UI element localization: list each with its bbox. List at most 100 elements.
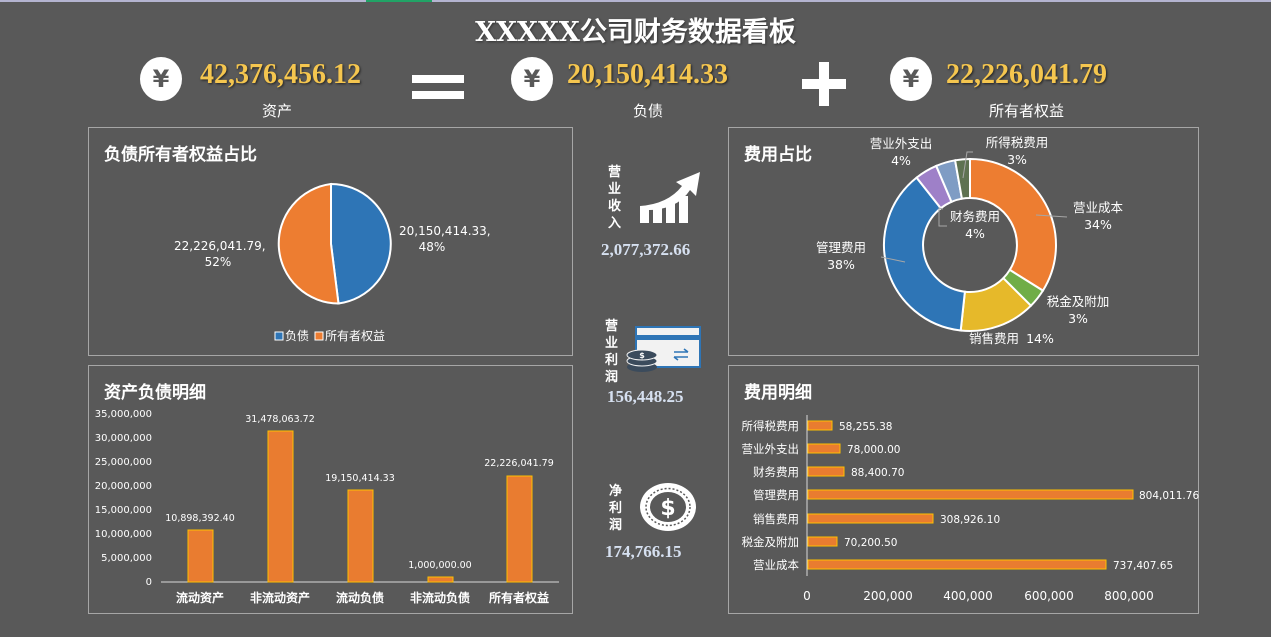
kpi-liabilities-label: 负债: [633, 102, 664, 120]
equals-icon: [412, 75, 464, 107]
bar-noncurrent-liabilities[interactable]: [427, 576, 454, 583]
metric-revenue-value: 2,077,372.66: [601, 240, 691, 259]
yen-icon: ¥: [140, 57, 182, 101]
bar-current-liabilities[interactable]: [347, 489, 374, 583]
hbar-admin-expense[interactable]: [807, 489, 1134, 500]
hbar-value-label: 88,400.70: [851, 467, 904, 479]
bar-noncurrent-assets[interactable]: [267, 430, 294, 583]
doughnut-slice-operating-cost[interactable]: [969, 157, 1057, 292]
hbar-value-label: 737,407.65: [1113, 560, 1173, 572]
leader-lines: [880, 151, 1068, 263]
doughnut-pct-operating-cost: 34%: [1084, 217, 1112, 232]
legend-swatch-equity: [314, 331, 324, 341]
panel-expense-ratio: 营业成本 34% 税金及附加 3% 销售费用 14% 管理费用 38% 财务费用…: [728, 127, 1199, 356]
pie-slice-liabilities[interactable]: [330, 182, 392, 305]
x-tick: 200,000: [863, 589, 913, 603]
x-tick: 400,000: [943, 589, 993, 603]
doughnut-chart: 营业成本 34% 税金及附加 3% 销售费用 14% 管理费用 38% 财务费用…: [816, 135, 1124, 346]
pie-slice-equity[interactable]: [277, 182, 340, 305]
x-tick: 600,000: [1024, 589, 1074, 603]
panel-expense-detail: 所得税费用 营业外支出 财务费用 管理费用 销售费用 税金及附加 营业成本 58…: [728, 365, 1199, 614]
y-tick: 0: [146, 577, 152, 588]
doughnut-pct-non-operating: 4%: [891, 153, 911, 168]
pie-label-liabilities: 20,150,414.33,: [399, 224, 491, 238]
pie-pct-liabilities: 48%: [419, 240, 446, 254]
x-tick: 流动资产: [176, 590, 224, 605]
hbar-value-label: 308,926.10: [940, 514, 1000, 526]
kpi-assets-value: 42,376,456.12: [200, 59, 361, 90]
page-title: XXXXX公司财务数据看板: [475, 17, 796, 48]
y-tick: 15,000,000: [95, 505, 152, 516]
doughnut-slice-admin-expense[interactable]: [883, 176, 967, 332]
doughnut-label-non-operating: 营业外支出: [870, 136, 933, 151]
kpi-liabilities: ¥ 20,150,414.33 负债: [511, 55, 751, 121]
doughnut-label-selling-expense: 销售费用: [969, 331, 1019, 346]
bar-value-label: 31,478,063.72: [245, 414, 315, 425]
metric-net-profit-label: 净利润: [609, 484, 623, 533]
bar-chart: 35,000,000 30,000,000 25,000,000 20,000,…: [95, 409, 559, 605]
panel-title: 费用明细: [744, 383, 812, 403]
window-top-border: [0, 0, 1271, 2]
y-tick: 销售费用: [753, 512, 799, 526]
y-tick: 35,000,000: [95, 409, 152, 420]
metric-revenue-label: 营业收入: [608, 165, 622, 231]
growth-arrow-icon: [640, 172, 700, 223]
panel-balance-detail: 35,000,000 30,000,000 25,000,000 20,000,…: [88, 365, 573, 614]
metric-operating-profit-label: 营业利润: [605, 319, 619, 385]
kpi-equity-label: 所有者权益: [989, 102, 1065, 120]
doughnut-pct-taxes-surcharges: 3%: [1068, 311, 1088, 326]
bar-value-label: 19,150,414.33: [325, 473, 395, 484]
horizontal-bar-chart: 所得税费用 营业外支出 财务费用 管理费用 销售费用 税金及附加 营业成本 58…: [742, 415, 1199, 603]
metric-operating-profit: 营业利润 $ 156,448.25: [590, 310, 720, 410]
x-tick: 所有者权益: [489, 590, 549, 605]
active-tab-indicator: [366, 0, 432, 2]
bar-current-assets[interactable]: [187, 529, 214, 583]
hbar-finance-expense[interactable]: [807, 466, 845, 477]
bar-owner-equity[interactable]: [506, 475, 533, 583]
y-tick: 财务费用: [753, 465, 799, 479]
dollar-coin-icon: $: [640, 483, 696, 531]
doughnut-pct-admin-expense: 38%: [827, 257, 855, 272]
yen-icon: ¥: [511, 57, 553, 101]
doughnut-pct-income-tax: 3%: [1007, 152, 1027, 167]
kpi-liabilities-value: 20,150,414.33: [567, 59, 728, 90]
y-tick: 营业成本: [753, 558, 799, 572]
panel-title: 费用占比: [744, 145, 812, 165]
kpi-assets-label: 资产: [262, 102, 293, 120]
y-tick: 10,000,000: [95, 529, 152, 540]
x-tick: 800,000: [1104, 589, 1154, 603]
legend-label-liabilities: 负债: [285, 329, 309, 343]
hbar-selling-expense[interactable]: [807, 513, 934, 524]
y-tick: 营业外支出: [742, 442, 800, 456]
kpi-equity: ¥ 22,226,041.79 所有者权益: [890, 55, 1130, 121]
doughnut-label-admin-expense: 管理费用: [816, 240, 866, 255]
doughnut-label-finance-expense: 财务费用: [950, 209, 1000, 224]
pie-chart: 20,150,414.33, 48% 22,226,041.79, 52% 负债…: [174, 182, 491, 343]
doughnut-slice-income-tax[interactable]: [953, 157, 971, 200]
hbar-value-label: 804,011.76: [1139, 490, 1199, 502]
panel-title: 负债所有者权益占比: [104, 145, 257, 165]
hbar-income-tax[interactable]: [807, 420, 833, 431]
hbar-value-label: 70,200.50: [844, 537, 897, 549]
y-tick: 20,000,000: [95, 481, 152, 492]
x-tick: 0: [803, 589, 811, 603]
pie-label-equity: 22,226,041.79,: [174, 239, 266, 253]
pie-pct-equity: 52%: [205, 255, 232, 269]
y-tick: 管理费用: [753, 488, 799, 502]
hbar-non-operating[interactable]: [807, 443, 841, 454]
y-tick: 25,000,000: [95, 457, 152, 468]
panel-liability-equity-ratio: 20,150,414.33, 48% 22,226,041.79, 52% 负债…: [88, 127, 573, 356]
plus-icon-vertical: [819, 62, 829, 106]
y-tick: 所得税费用: [742, 419, 800, 433]
x-tick: 流动负债: [336, 590, 384, 605]
doughnut-label-operating-cost: 营业成本: [1073, 200, 1124, 215]
x-tick: 非流动资产: [250, 590, 310, 605]
kpi-equity-value: 22,226,041.79: [946, 59, 1107, 90]
legend-swatch-liabilities: [274, 331, 284, 341]
svg-text:$: $: [639, 351, 645, 360]
hbar-taxes-surcharges[interactable]: [807, 536, 838, 547]
legend-label-equity: 所有者权益: [325, 329, 385, 343]
hbar-operating-cost[interactable]: [807, 559, 1107, 570]
metric-net-profit-value: 174,766.15: [605, 542, 682, 561]
kpi-assets: ¥ 42,376,456.12 资产: [140, 55, 380, 121]
